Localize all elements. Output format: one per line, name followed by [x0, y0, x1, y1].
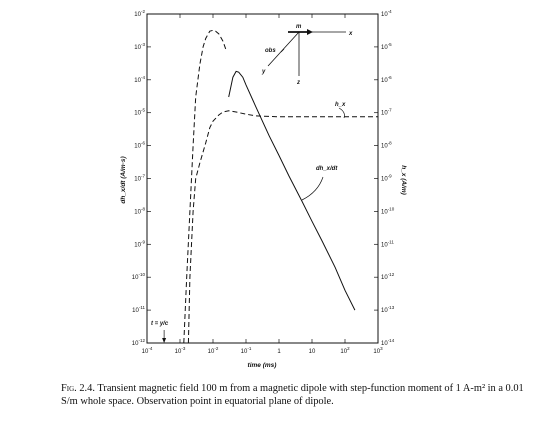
y-right-tick-label-1: 10-5	[381, 42, 392, 51]
y-right-tick-label-0: 10-4	[381, 9, 392, 18]
coordinate-inset: m x y z obs	[261, 24, 353, 86]
svg-text:z: z	[296, 80, 300, 86]
svg-text:obs: obs	[265, 48, 276, 54]
tick-marks	[146, 13, 379, 344]
caption-label: Fig. 2.4.	[61, 383, 95, 394]
y-left-tick-label-7: 10-9	[134, 239, 145, 248]
series-0	[228, 70, 356, 311]
y-right-tick-label-2: 10-6	[381, 75, 392, 84]
y-right-tick-labels: 10-4 10-5 10-6 10-7 10-8 10-9 10-10 10-11 10-12 1…	[381, 9, 395, 347]
x-tick-label-6: 102	[340, 346, 350, 355]
y-right-tick-label-5: 10-9	[381, 174, 392, 183]
x-tick-label-3: 10-1	[241, 346, 252, 355]
y-right-tick-label-7: 10-11	[381, 239, 394, 248]
tyc-arrowhead	[162, 338, 167, 343]
y-right-tick-label-8: 10-12	[381, 272, 395, 281]
y-left-tick-label-4: 10-6	[134, 141, 145, 150]
x-tick-label-4: 1	[277, 349, 281, 355]
curves	[183, 29, 378, 344]
caption-text: Transient magnetic field 100 m from a ma…	[61, 383, 524, 407]
y-left-tick-label-10: 10-12	[132, 338, 146, 347]
y-right-tick-label-10: 10-14	[381, 338, 395, 347]
x-tick-label-0: 10-4	[142, 346, 153, 355]
y-right-tick-label-4: 10-8	[381, 141, 392, 150]
x-axis-title: time (ms)	[248, 362, 277, 369]
hx-annotation: h_x	[335, 102, 346, 108]
y-right-tick-label-3: 10-7	[381, 108, 392, 117]
y-right-tick-label-6: 10-10	[381, 206, 395, 215]
hx-leader	[338, 107, 345, 119]
y-left-tick-label-0: 10-2	[134, 9, 145, 18]
plot-frame	[146, 13, 379, 344]
y-left-tick-label-6: 10-8	[134, 206, 145, 215]
y-left-tick-label-9: 10-11	[132, 305, 145, 314]
y-right-axis-title: h_x (A/m)	[400, 165, 407, 195]
y-left-tick-label-1: 10-3	[134, 42, 145, 51]
y-left-tick-label-8: 10-10	[132, 272, 146, 281]
dhdt-annotation: dh_x/dt	[316, 166, 338, 172]
x-tick-labels: 10-4 10-3 10-2 10-1 1 10 102 103	[142, 346, 383, 355]
series-2	[187, 110, 378, 344]
series-1	[183, 29, 227, 344]
y-left-tick-label-5: 10-7	[134, 174, 145, 183]
x-tick-label-1: 10-3	[175, 346, 186, 355]
svg-text:y: y	[261, 69, 266, 75]
svg-text:m: m	[296, 24, 302, 30]
y-left-tick-labels: 10-2 10-3 10-4 10-5 10-6 10-7 10-8 10-9 10-10 10-…	[132, 9, 146, 347]
x-tick-label-5: 10	[309, 349, 316, 355]
y-left-tick-label-3: 10-5	[134, 108, 145, 117]
dhdt-leader	[301, 176, 324, 201]
x-tick-label-2: 10-2	[208, 346, 219, 355]
y-left-tick-label-2: 10-4	[134, 75, 145, 84]
figure-caption: Fig. 2.4. Transient magnetic field 100 m…	[61, 383, 533, 408]
tyc-annotation: t = y/c	[151, 321, 169, 327]
x-tick-label-7: 103	[373, 346, 383, 355]
y-right-tick-label-9: 10-13	[381, 305, 395, 314]
svg-text:x: x	[348, 31, 353, 37]
y-left-axis-title: dh_x/dt (A/m·s)	[120, 156, 127, 203]
